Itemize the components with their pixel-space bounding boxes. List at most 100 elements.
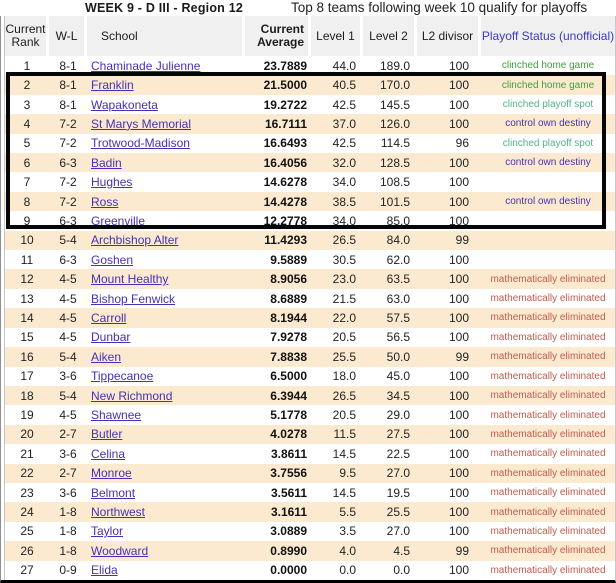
school-link[interactable]: Chaminade Julienne <box>91 58 201 73</box>
school-link[interactable]: Shawnee <box>91 408 142 423</box>
l1-cell: 9.5 <box>339 466 356 481</box>
school-link[interactable]: Belmont <box>91 485 136 500</box>
l2-cell: 50.0 <box>386 349 410 364</box>
school-link[interactable]: Dunbar <box>91 330 131 345</box>
table-row: 8 7-2 Ross 14.4278 38.5 101.5 100 control own d… <box>5 191 615 212</box>
school-cell: Badin <box>87 153 245 172</box>
school-cell: Celina <box>87 444 245 463</box>
l1-cell: 25.5 <box>332 349 356 364</box>
school-link[interactable]: Wapakoneta <box>91 97 158 112</box>
avg-cell: 6.5000 <box>270 369 307 384</box>
l1-cell: 42.5 <box>332 97 356 112</box>
l1-cell: 42.5 <box>332 136 356 151</box>
divisor-cell: 100 <box>448 524 469 539</box>
status-cell: mathematically eliminated <box>490 370 606 382</box>
school-link[interactable]: Carroll <box>91 310 127 325</box>
school-cell: Archbishop Alter <box>87 231 245 250</box>
table-row: 16 5-4 Aiken 7.8838 25.5 50.0 99 mathematically… <box>5 347 615 367</box>
table-body: 1 8-1 Chaminade Julienne 23.7889 44.0 189.0 10… <box>5 56 615 580</box>
school-link[interactable]: Ross <box>91 194 119 209</box>
rank-cell: 8 <box>23 194 31 209</box>
school-cell: Taylor <box>87 522 245 541</box>
status-cell: clinched playoff spot <box>502 137 594 149</box>
school-cell: Hughes <box>87 172 245 191</box>
l2-cell: 189.0 <box>379 58 410 73</box>
school-link[interactable]: Celina <box>91 446 126 461</box>
l2-cell: 27.0 <box>386 466 410 481</box>
school-link[interactable]: Butler <box>91 427 123 442</box>
table-row: 14 4-5 Carroll 8.1944 22.0 57.5 100 mathematica… <box>5 308 615 328</box>
wl-cell: 7-2 <box>59 136 77 151</box>
l1-cell: 37.0 <box>332 116 356 131</box>
avg-cell: 3.7556 <box>270 466 307 481</box>
school-cell: Goshen <box>87 250 245 269</box>
rank-cell: 10 <box>20 233 34 248</box>
table-row: 2 8-1 Franklin 21.5000 40.5 170.0 100 clinched … <box>5 75 615 95</box>
l2-cell: 45.0 <box>386 369 410 384</box>
school-cell: Tippecanoe <box>87 367 245 386</box>
status-cell: mathematically eliminated <box>490 428 606 440</box>
avg-cell: 21.5000 <box>263 78 307 93</box>
table-row: 13 4-5 Bishop Fenwick 8.6889 21.5 63.0 100 math… <box>5 288 615 309</box>
rank-cell: 20 <box>20 427 34 442</box>
school-link[interactable]: Greenville <box>91 213 146 228</box>
avg-cell: 16.7111 <box>264 116 307 131</box>
status-cell: mathematically eliminated <box>490 467 606 479</box>
wl-cell: 5-4 <box>59 233 77 248</box>
l2-cell: 34.5 <box>386 388 410 403</box>
l2-cell: 29.0 <box>386 408 410 423</box>
avg-cell: 8.6889 <box>270 291 307 306</box>
wl-cell: 4-5 <box>59 291 77 306</box>
avg-cell: 19.2722 <box>263 97 307 112</box>
school-link[interactable]: Goshen <box>91 252 134 267</box>
l2-cell: 22.5 <box>386 446 410 461</box>
l1-cell: 22.0 <box>332 310 356 325</box>
table-row: 3 8-1 Wapakoneta 19.2722 42.5 145.5 100 clinche… <box>5 94 615 115</box>
l1-cell: 38.5 <box>332 194 356 209</box>
school-link[interactable]: New Richmond <box>91 388 173 403</box>
table-row: 5 7-2 Trotwood-Madison 16.6493 42.5 114.5 96 cl… <box>5 133 615 154</box>
wl-cell: 2-7 <box>59 466 77 481</box>
wl-cell: 8-1 <box>59 78 77 93</box>
status-cell: mathematically eliminated <box>490 487 606 499</box>
status-cell: mathematically eliminated <box>490 331 606 343</box>
school-link[interactable]: Badin <box>91 155 122 170</box>
school-link[interactable]: Elida <box>91 563 118 578</box>
wl-cell: 2-7 <box>59 427 77 442</box>
school-link[interactable]: Trotwood-Madison <box>91 136 190 151</box>
qualification-note: Top 8 teams following week 10 qualify fo… <box>291 0 588 15</box>
status-cell: mathematically eliminated <box>490 506 606 518</box>
school-link[interactable]: Archbishop Alter <box>91 233 179 248</box>
rank-cell: 17 <box>20 369 34 384</box>
divisor-cell: 100 <box>448 310 469 325</box>
title-bar: WEEK 9 - D III - Region 12 Top 8 teams f… <box>0 0 616 16</box>
school-link[interactable]: Woodward <box>91 543 149 558</box>
school-link[interactable]: St Marys Memorial <box>91 116 192 131</box>
table-row: 10 5-4 Archbishop Alter 11.4293 26.5 84.0 99 <box>5 230 615 251</box>
l2-cell: 63.0 <box>386 291 410 306</box>
school-link[interactable]: Northwest <box>91 505 146 520</box>
l1-cell: 30.5 <box>332 252 356 267</box>
school-link[interactable]: Taylor <box>91 524 124 539</box>
school-link[interactable]: Franklin <box>91 78 134 93</box>
table-row: 4 7-2 St Marys Memorial 16.7111 37.0 126.0 100… <box>5 114 615 134</box>
school-link[interactable]: Monroe <box>91 466 132 481</box>
school-link[interactable]: Aiken <box>91 349 122 364</box>
school-cell: Butler <box>87 425 245 444</box>
school-link[interactable]: Bishop Fenwick <box>91 291 176 306</box>
divisor-cell: 100 <box>448 97 469 112</box>
school-link[interactable]: Mount Healthy <box>91 272 169 287</box>
wl-cell: 1-8 <box>59 505 77 520</box>
avg-cell: 14.6278 <box>263 175 307 190</box>
l1-cell: 20.5 <box>332 330 356 345</box>
school-cell: Elida <box>87 561 245 580</box>
l2-cell: 108.5 <box>379 175 410 190</box>
school-link[interactable]: Hughes <box>91 175 133 190</box>
school-link[interactable]: Tippecanoe <box>91 369 154 384</box>
avg-cell: 6.3944 <box>270 388 307 403</box>
l2-cell: 62.0 <box>386 252 410 267</box>
school-cell: New Richmond <box>87 386 245 405</box>
divisor-cell: 100 <box>448 485 469 500</box>
status-cell: mathematically eliminated <box>490 545 606 557</box>
l2-cell: 63.5 <box>386 272 410 287</box>
